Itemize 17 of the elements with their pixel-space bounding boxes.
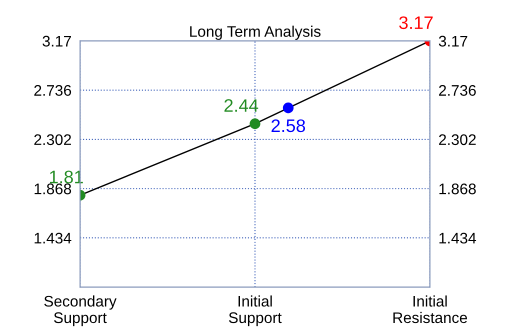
x-tick-label: Initial Support (228, 295, 282, 326)
y2-tick-label: 2.736 (439, 85, 476, 96)
data-label: 2.44 (224, 99, 258, 112)
y-tick-label: 2.736 (34, 85, 72, 96)
y2-tick-label: 2.302 (439, 134, 476, 146)
chart-title: Long Term Analysis (190, 26, 321, 40)
x-tick-label: Secondary Support (44, 295, 117, 326)
y2-tick-label: 1.434 (439, 232, 476, 244)
y-tick-label: 2.302 (34, 134, 71, 146)
y-tick-label: 3.17 (42, 36, 71, 47)
y-tick-label: 1.434 (34, 232, 72, 244)
y2-tick-label: 3.17 (438, 36, 468, 47)
y2-tick-label: 1.868 (439, 183, 476, 194)
data-label: 3.17 (399, 16, 433, 30)
y-tick-label: 1.868 (34, 183, 72, 194)
x-tick-label: Initial Resistance (393, 295, 468, 324)
data-label: 2.58 (272, 119, 306, 132)
